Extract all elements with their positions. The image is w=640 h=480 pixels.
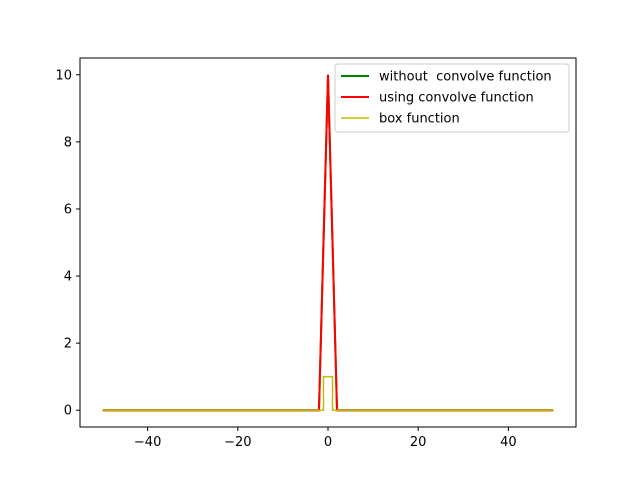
x-axis: −40 −20 0 20 40 [134,427,517,450]
y-tick-label: 0 [64,404,72,419]
y-tick-label: 6 [64,202,72,217]
series-lines [102,74,554,412]
y-tick-label: 2 [64,337,72,352]
x-tick-label: −20 [224,435,251,450]
x-tick-label: −40 [134,435,161,450]
y-tick-label: 4 [64,270,72,285]
legend: without convolve function using convolve … [334,63,570,133]
y-axis: 0 2 4 6 8 10 [55,68,80,419]
legend-label-0: without convolve function [379,70,552,85]
series-line-2 [102,375,554,411]
y-tick-label: 10 [55,68,72,83]
legend-label-1: using convolve function [379,91,534,106]
legend-box [334,63,570,133]
legend-label-2: box function [379,112,460,127]
x-tick-label: 40 [500,435,517,450]
x-tick-label: 0 [324,435,332,450]
y-tick-label: 8 [64,135,72,150]
x-tick-label: 20 [410,435,427,450]
